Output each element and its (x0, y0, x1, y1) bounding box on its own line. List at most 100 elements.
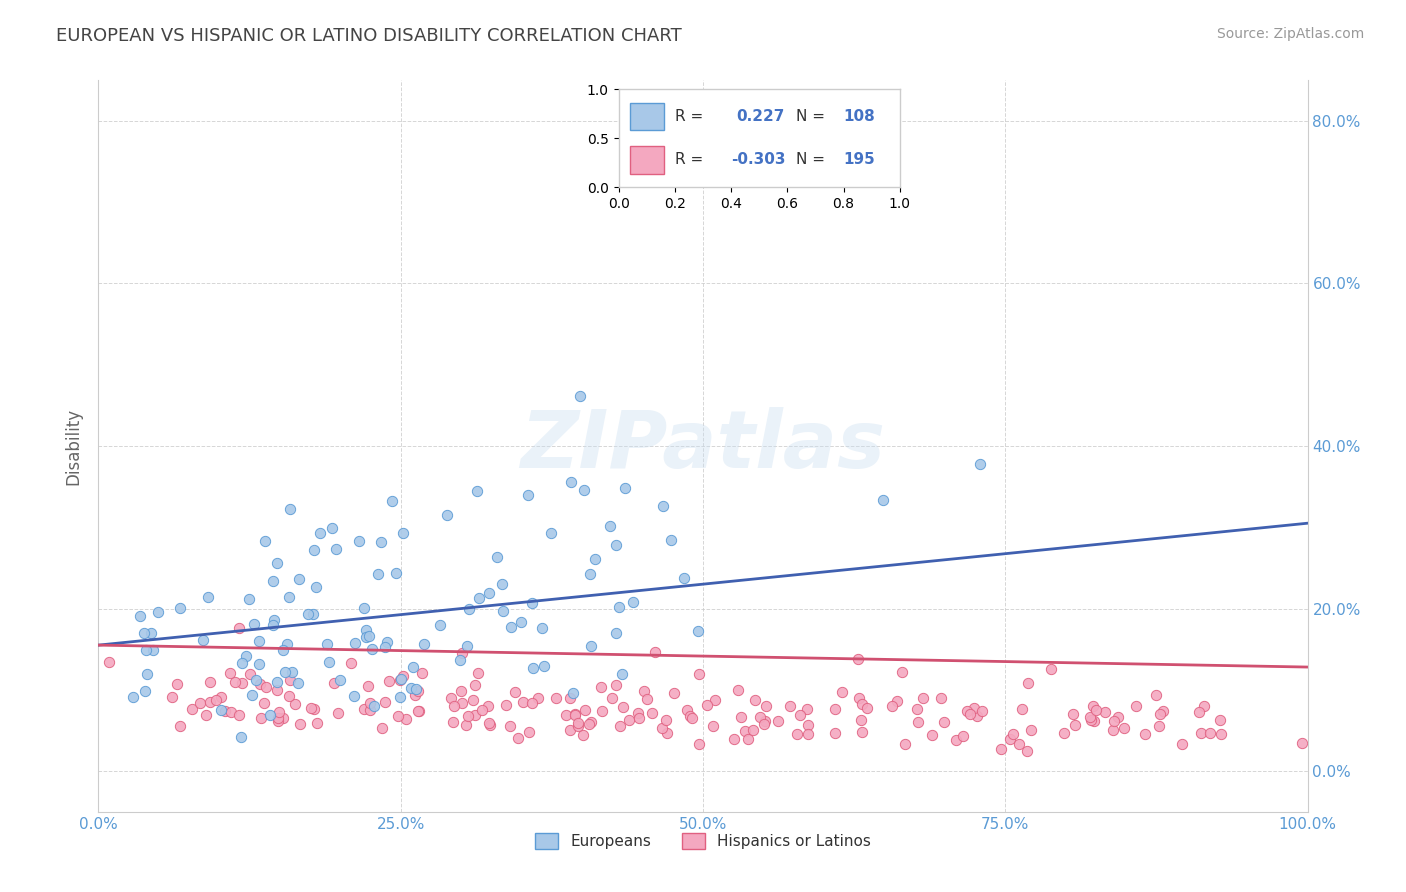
Point (952, 729, 974, 743)
Point (704, 692, 727, 706)
Point (564, 707, 586, 722)
Point (297, 607, 319, 621)
Point (457, 602, 479, 616)
Point (375, 634, 398, 648)
Point (450, 684, 472, 698)
Point (1144, 688, 1167, 702)
Point (354, 630, 377, 644)
Point (640, 706, 662, 720)
Point (278, 590, 301, 604)
Point (1112, 722, 1135, 736)
Point (492, 604, 515, 618)
Point (316, 638, 339, 652)
Point (882, 699, 904, 714)
Text: Source: ZipAtlas.com: Source: ZipAtlas.com (1216, 27, 1364, 41)
Point (451, 646, 474, 660)
Point (591, 704, 613, 718)
Point (353, 702, 375, 716)
Point (1064, 718, 1087, 732)
Point (359, 703, 381, 717)
Point (574, 703, 596, 717)
Point (468, 591, 491, 606)
Point (198, 695, 221, 709)
Point (636, 691, 658, 706)
Point (522, 660, 544, 674)
Point (249, 711, 271, 725)
Point (405, 681, 427, 696)
Point (302, 702, 325, 716)
Point (142, 643, 165, 657)
Point (188, 696, 211, 710)
Point (605, 538, 627, 552)
Point (848, 691, 870, 706)
Point (353, 600, 375, 615)
Point (1208, 714, 1230, 728)
Point (371, 722, 394, 736)
Point (969, 457, 991, 471)
Point (498, 718, 520, 732)
Point (389, 672, 412, 686)
Point (696, 698, 718, 712)
Point (644, 645, 666, 659)
Point (411, 665, 433, 680)
Legend: Europeans, Hispanics or Latinos: Europeans, Hispanics or Latinos (529, 827, 877, 855)
Point (824, 701, 846, 715)
Point (401, 681, 423, 695)
Point (309, 526, 332, 541)
Point (851, 698, 873, 712)
Point (429, 618, 451, 632)
Point (321, 521, 343, 535)
Point (727, 683, 749, 698)
Point (1000, 731, 1022, 746)
Point (730, 710, 752, 724)
Point (305, 580, 328, 594)
Point (245, 673, 267, 687)
Point (516, 488, 538, 502)
Point (1133, 726, 1156, 740)
Point (259, 708, 281, 723)
Point (1015, 744, 1038, 758)
Point (633, 683, 655, 698)
Point (276, 637, 298, 651)
Point (530, 621, 553, 635)
Point (231, 675, 253, 690)
Point (439, 690, 461, 705)
Point (560, 723, 582, 737)
Point (512, 695, 534, 709)
Point (342, 690, 364, 704)
Text: 0.227: 0.227 (737, 109, 785, 124)
Point (572, 483, 595, 497)
Point (1053, 726, 1076, 740)
Point (1198, 725, 1220, 739)
Point (1188, 705, 1211, 719)
Point (614, 481, 637, 495)
Point (510, 615, 533, 630)
Point (281, 665, 304, 679)
Point (1080, 714, 1102, 728)
Point (851, 724, 873, 739)
Point (723, 732, 745, 747)
Point (1085, 703, 1108, 717)
Point (1019, 723, 1042, 738)
Point (205, 693, 228, 707)
Point (872, 493, 894, 508)
Point (413, 637, 436, 651)
Point (1147, 718, 1170, 732)
Point (266, 682, 288, 697)
Point (392, 526, 415, 541)
Point (436, 508, 458, 522)
Point (247, 657, 270, 671)
Point (139, 626, 162, 640)
Point (607, 599, 630, 614)
Point (554, 708, 576, 723)
Point (688, 667, 710, 681)
Text: -0.303: -0.303 (731, 153, 786, 168)
Point (395, 712, 418, 726)
Point (579, 566, 602, 581)
Point (605, 678, 627, 692)
Point (266, 556, 288, 570)
Point (499, 620, 522, 634)
Point (404, 688, 426, 702)
Point (457, 708, 479, 723)
Point (478, 715, 501, 730)
